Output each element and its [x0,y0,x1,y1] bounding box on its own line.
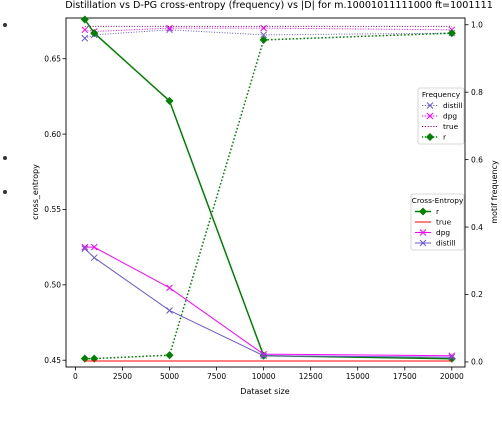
cross-entropy-point-distill [166,307,173,314]
frequency-series-r [80,29,456,363]
y-left-tick-label: 0.50 [44,281,61,290]
legend-title: Cross-Entropy [412,196,464,205]
legend-entry-true: true [443,122,459,131]
frequency-point-r [80,354,89,363]
y-axis-right: 0.0 0.2 0.4 0.6 0.8 1.0 [465,20,483,367]
legend-entry-distill: distill [443,101,463,110]
y-left-tick-label: 0.60 [44,130,61,139]
cross-entropy-series-dpg [81,243,456,360]
cross-entropy-point-distill [260,352,267,360]
cross-entropy-line-distill [84,248,452,358]
frequency-point-distill [166,26,173,34]
y-right-tick-label: 0.2 [471,290,483,299]
frequency-point-r [259,35,268,44]
y-right-tick-label: 1.0 [471,20,483,29]
frequency-point-distill [81,34,89,42]
cross-entropy-series-r [80,15,456,363]
cross-entropy-point-r [90,29,99,38]
frequency-point-distill [260,31,267,39]
x-axis: 0 2500 5000 7500 10000 12500 15000 17500 20000 [73,367,464,381]
cross-entropy-point-dpg [166,284,173,292]
legend-entry-distill: distill [436,239,456,248]
x-tick-label: 15000 [346,372,370,381]
legend-marker-distill [426,102,434,109]
y-left-tick-label: 0.65 [44,54,61,63]
cross-entropy-line-r [84,19,452,360]
legend-marker-dpg [419,229,427,236]
y-left-tick-label: 0.55 [44,205,61,214]
cross-entropy-line-dpg [84,246,452,357]
y-axis-left-label: cross_entropy [31,164,40,220]
cross-entropy-point-dpg [81,243,89,251]
chart-title: Distillation vs D-PG cross-entropy (freq… [65,0,493,11]
series-layer [80,15,456,363]
legend-entry-r: r [436,207,440,216]
legend-marker-dpg [426,112,434,120]
cross-entropy-point-r [165,96,174,105]
legend-box [410,193,465,251]
y-right-tick-label: 0.4 [471,223,483,232]
legend-title: Frequency [422,90,461,99]
frequency-point-r [90,354,99,363]
legend-marker-r [418,207,428,216]
cross-entropy-point-dpg [90,243,98,251]
y-right-tick-label: 0.0 [471,358,483,367]
y-axis-left: 0.45 0.50 0.55 0.60 0.65 [44,54,66,365]
y-right-tick-label: 0.6 [471,155,483,164]
frequency-line-r [84,32,452,360]
legend-entry-true: true [436,218,452,227]
y-axis-right-label: motif frequency [490,160,499,224]
frequency-point-dpg [81,26,89,34]
x-tick-label: 5000 [160,372,179,381]
x-tick-label: 7500 [207,372,226,381]
y-left-tick-label: 0.45 [44,356,61,365]
cross-entropy-point-r [80,15,89,24]
legend-entry-dpg: dpg [436,228,450,237]
x-tick-label: 12500 [299,372,323,381]
x-axis-label: Dataset size [240,387,289,396]
cross-entropy-point-dpg [448,352,456,360]
legend-entry-r: r [443,133,447,142]
x-tick-label: 20000 [440,372,464,381]
edge-dot [3,156,7,160]
x-tick-label: 2500 [113,372,132,381]
frequency-line-distill [84,29,452,39]
x-tick-label: 10000 [252,372,276,381]
frequency-point-r [447,29,456,38]
edge-dot [3,190,7,194]
y-right-tick-label: 0.8 [471,88,483,97]
cross-entropy-series-distill [81,245,456,361]
cross-entropy-point-distill [81,245,89,253]
legend-entry-dpg: dpg [443,112,457,121]
x-tick-label: 17500 [393,372,417,381]
cross-entropy-point-distill [90,254,98,262]
frequency-line-dpg [84,27,452,32]
legend-marker-distill [419,239,427,247]
frequency-point-r [165,351,174,360]
frequency-point-dpg [260,24,267,32]
plot-area [65,17,466,368]
cross-entropy-point-distill [448,353,456,361]
legend-box [417,87,465,145]
edge-dot [3,23,7,27]
x-tick-label: 0 [73,372,78,381]
legend-marker-r [425,132,435,142]
